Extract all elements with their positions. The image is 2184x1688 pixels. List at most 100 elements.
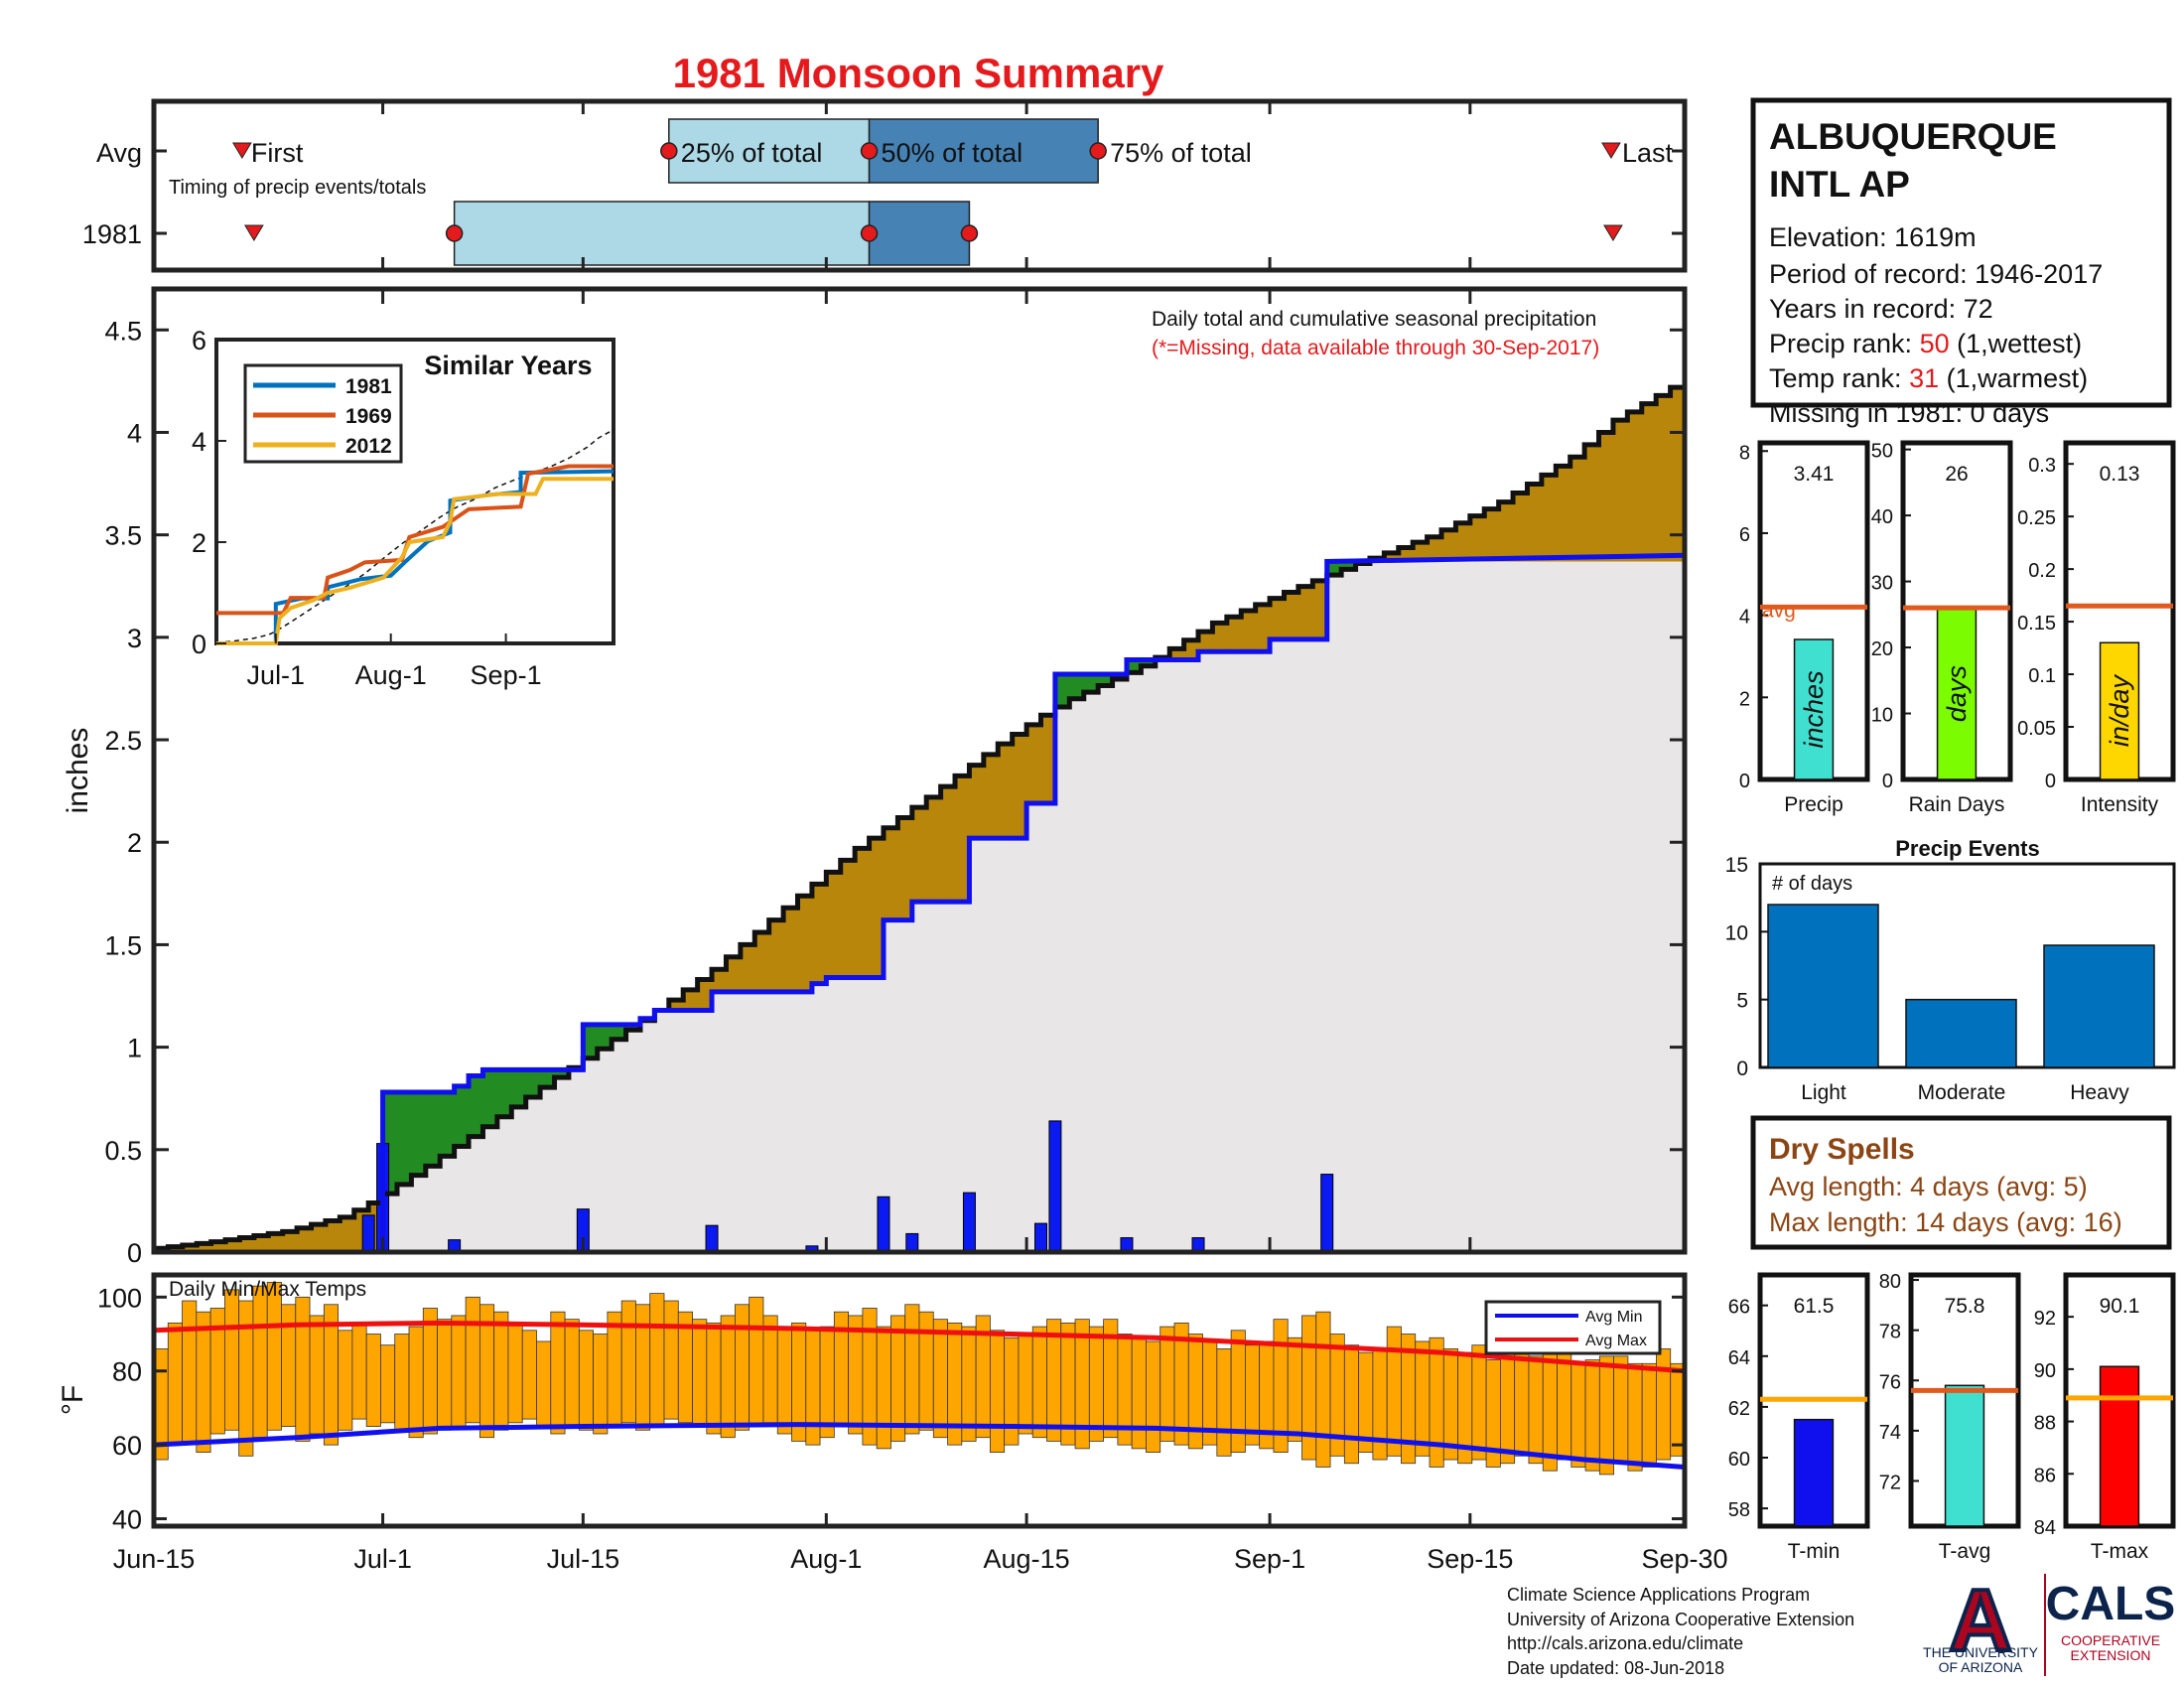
daily-temp-bar: [762, 1315, 778, 1424]
avg-75-label: 75% of total: [1110, 138, 1252, 168]
daily-temps-panel: 40 60 80 100 Jun-15 Jul-1 Jul-15 Aug-1 Aug-15 Sep…: [57, 1272, 1728, 1574]
deficit-fill: [955, 775, 971, 903]
events-title: Precip Events: [1895, 836, 2040, 861]
surplus-fill: [1083, 674, 1099, 693]
season-temp-bars: 61.5 58 60 62 64 66 T-min 75.8 72 74 76 78 80 T-avg 90…: [1728, 1271, 2176, 1563]
deficit-fill: [1026, 724, 1042, 804]
timing-subtitle: Timing of precip events/totals: [169, 177, 426, 199]
x-axis-date-label: Sep-15: [1427, 1544, 1513, 1574]
avg-25-50-box: [668, 118, 871, 184]
footer-line3: http://cals.arizona.edu/climate: [1507, 1633, 1743, 1653]
dry-spells-avg: Avg length: 4 days (avg: 5): [1769, 1172, 2088, 1201]
cals-logo: CALS COOPERATIVE EXTENSION: [2046, 1578, 2176, 1663]
deficit-fill: [197, 1243, 212, 1252]
cals-logo-sub2: EXTENSION: [2071, 1647, 2151, 1663]
daily-temp-bar: [550, 1311, 566, 1435]
daily-precip-bar: [905, 1232, 919, 1253]
main-ytick-label: 0.5: [104, 1136, 142, 1166]
deficit-fill: [340, 1216, 355, 1252]
temp-panel-label: Daily Min/Max Temps: [169, 1278, 366, 1301]
main-ytick-label: 4: [127, 418, 142, 448]
daily-temp-bar: [692, 1319, 708, 1427]
daily-temp-bar: [465, 1296, 480, 1424]
temp-legend-label-max: Avg Max: [1585, 1333, 1647, 1349]
intensity-stat-ytick-label: 0.15: [2017, 613, 2056, 634]
daily-temp-bar: [1557, 1348, 1572, 1461]
temp-ytick-label: 80: [112, 1357, 142, 1387]
footer-credits: Climate Science Applications Program Uni…: [1507, 1585, 1854, 1678]
x-axis-date-label: Jun-15: [113, 1544, 196, 1574]
inset-xtick-label: Aug-1: [355, 660, 427, 690]
daily-precip-bar: [1033, 1222, 1047, 1253]
inset-legend-label-2012: 2012: [345, 435, 392, 458]
daily-temp-bar: [1315, 1311, 1331, 1468]
deficit-fill: [1169, 648, 1185, 660]
surplus-fill: [396, 1092, 413, 1185]
daily-temp-bar: [408, 1326, 424, 1439]
deficit-fill: [840, 860, 856, 978]
deficit-fill: [1541, 475, 1557, 562]
daily-temp-bar: [649, 1293, 665, 1427]
deficit-fill: [1384, 552, 1400, 562]
avg-p75-marker: [1089, 142, 1107, 160]
surplus-fill: [612, 1024, 627, 1040]
raindays-stat-bar: [1936, 607, 1978, 780]
daily-temp-bar: [706, 1322, 722, 1435]
surplus-fill: [540, 1069, 556, 1088]
footer-line4: Date updated: 08-Jun-2018: [1507, 1658, 1724, 1678]
ua-logo-letter: A: [1949, 1571, 2012, 1669]
daily-temp-bar: [1160, 1326, 1175, 1442]
main-ytick-label: 1: [127, 1034, 142, 1063]
surplus-fill: [425, 1092, 441, 1167]
events-ytick-label: 0: [1736, 1057, 1748, 1080]
temp-legend-box: [1484, 1300, 1662, 1355]
deficit-fill: [268, 1233, 284, 1252]
precip-stat-ytick-label: 4: [1739, 607, 1750, 629]
daily-temp-bar: [1216, 1348, 1232, 1457]
yr-p50-marker: [860, 224, 879, 242]
intensity-stat-unit-label: in/day: [2105, 674, 2134, 748]
daily-temp-bar: [607, 1311, 622, 1427]
ua-logo-text2: OF ARIZONA: [1939, 1659, 2023, 1675]
inset-ytick-label: 2: [192, 528, 206, 558]
deficit-fill: [1484, 508, 1500, 562]
timing-row-label-year: 1981: [82, 219, 142, 249]
deficit-fill: [1641, 403, 1657, 562]
footer-line1: Climate Science Applications Program: [1507, 1585, 1810, 1605]
precip-stat-ytick-label: 6: [1739, 524, 1750, 546]
deficit-fill: [210, 1241, 226, 1252]
avg-cumulative-line: [151, 384, 1685, 1251]
surplus-fill: [469, 1075, 484, 1137]
daily-temp-bar: [1131, 1336, 1147, 1450]
deficit-fill: [297, 1227, 313, 1252]
tavg-stat-ytick-label: 72: [1879, 1472, 1901, 1493]
events-xlabel: Moderate: [1918, 1081, 2006, 1104]
events-xlabel: Heavy: [2070, 1081, 2129, 1104]
raindays-stat-ytick-label: 10: [1871, 705, 1893, 727]
daily-temp-bar: [564, 1319, 580, 1427]
daily-temp-bar: [1613, 1355, 1629, 1465]
deficit-fill: [1040, 715, 1056, 804]
daily-precip-bar: [705, 1224, 719, 1253]
raindays-stat-ytick-label: 30: [1871, 573, 1893, 595]
deficit-fill: [1570, 457, 1585, 562]
temp-ylabel: °F: [57, 1385, 89, 1415]
raindays-stat-value: 26: [1945, 463, 1968, 486]
deficit-fill: [1670, 387, 1686, 562]
deficit-fill: [1627, 411, 1643, 562]
avg-50-label: 50% of total: [882, 138, 1024, 168]
events-bar-heavy: [2043, 944, 2155, 1068]
avg-50-75-box: [868, 118, 1099, 184]
daily-temp-bar: [1088, 1326, 1105, 1442]
daily-temp-bar: [351, 1322, 367, 1420]
events-ytick-label: 5: [1736, 990, 1748, 1013]
tmin-stat-bar: [1793, 1418, 1835, 1527]
tmax-stat-ytick-label: 84: [2034, 1517, 2056, 1539]
deficit-fill: [325, 1220, 341, 1252]
daily-temp-bar: [1471, 1344, 1487, 1461]
tmax-stat-ytick-label: 88: [2034, 1413, 2056, 1435]
intensity-stat-ytick-label: 0.2: [2028, 560, 2056, 582]
surplus-fill: [597, 1024, 613, 1050]
deficit-fill: [1584, 444, 1600, 562]
inset-ytick-label: 6: [192, 326, 206, 355]
